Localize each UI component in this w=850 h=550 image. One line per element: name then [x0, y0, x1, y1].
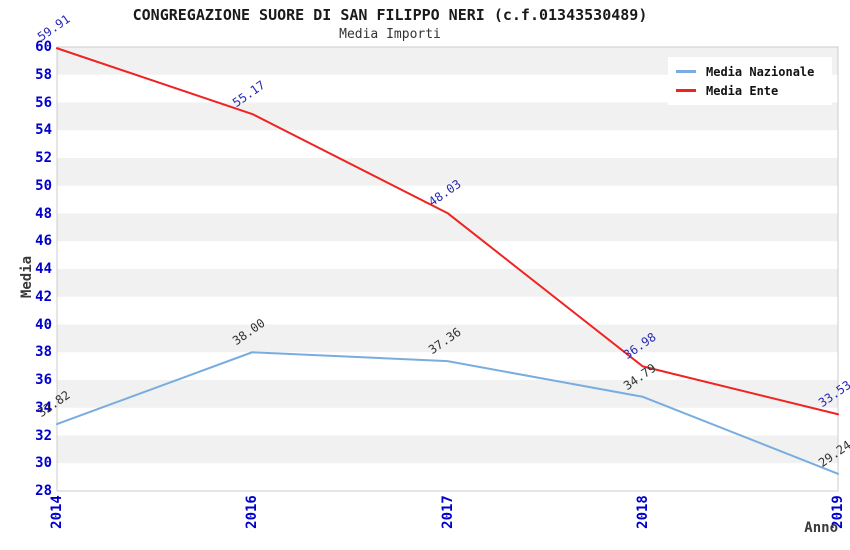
y-tick-label: 28: [35, 483, 52, 499]
legend-label: Media Nazionale: [706, 64, 815, 79]
y-tick-label: 52: [35, 150, 52, 166]
y-tick-label: 48: [35, 205, 52, 222]
y-tick-label: 50: [35, 177, 52, 194]
y-tick-label: 34: [35, 399, 52, 416]
grid-band: [57, 213, 838, 242]
y-tick-label: 60: [35, 39, 52, 55]
y-tick-label: 32: [35, 427, 52, 444]
y-tick-label: 38: [35, 344, 52, 361]
y-tick-label: 58: [35, 66, 52, 83]
y-tick-label: 40: [35, 316, 52, 333]
legend-swatch-blue-line: [676, 70, 696, 73]
chart-subtitle: Media Importi: [339, 27, 441, 42]
y-tick-label: 44: [35, 261, 52, 277]
y-tick-label: 46: [35, 233, 52, 250]
y-tick-label: 30: [35, 455, 52, 472]
y-tick-label: 36: [35, 372, 52, 388]
legend-item-media-ente: Media Ente: [676, 81, 824, 100]
chart-title: CONGREGAZIONE SUORE DI SAN FILIPPO NERI …: [132, 6, 648, 24]
grid-band: [57, 435, 838, 464]
grid-band: [57, 380, 838, 408]
y-tick-label: 54: [35, 122, 52, 139]
grid-band: [57, 102, 838, 131]
legend: Media Nazionale Media Ente: [668, 57, 832, 105]
legend-label: Media Ente: [706, 83, 779, 98]
x-tick-label: 2014: [49, 495, 65, 529]
grid-band: [57, 158, 838, 186]
grid-band: [57, 269, 838, 297]
x-tick-label: 2016: [244, 495, 261, 529]
x-tick-label: 2018: [634, 495, 651, 529]
legend-swatch-red-line: [676, 89, 696, 92]
plot-border: [56, 46, 839, 492]
grid-band: [57, 324, 838, 353]
x-axis-label: Anno: [804, 520, 838, 536]
x-tick-label: 2017: [439, 495, 456, 529]
y-axis-label: Media: [19, 255, 35, 299]
y-tick-label: 56: [35, 94, 52, 111]
series-line-media-nazionale: [56, 351, 839, 475]
series-line-media-ente: [56, 47, 839, 416]
legend-item-media-nazionale: Media Nazionale: [676, 62, 824, 81]
y-tick-label: 42: [35, 288, 52, 305]
